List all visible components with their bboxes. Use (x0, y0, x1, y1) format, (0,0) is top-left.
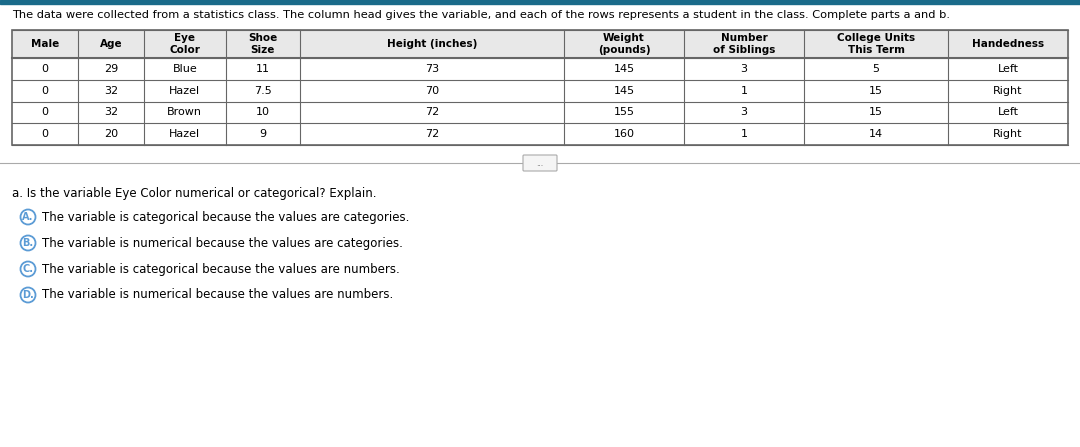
Text: 32: 32 (104, 107, 118, 118)
Text: 15: 15 (869, 107, 883, 118)
Bar (12, 30, 1068, 58)
Text: 14: 14 (869, 129, 883, 139)
Text: College Units
This Term: College Units This Term (837, 33, 915, 55)
Text: 70: 70 (424, 86, 440, 96)
Text: The variable is numerical because the values are categories.: The variable is numerical because the va… (41, 236, 403, 249)
Text: 160: 160 (613, 129, 635, 139)
Text: Shoe
Size: Shoe Size (248, 33, 278, 55)
Bar (0, 0, 1080, 4)
Text: D.: D. (22, 290, 33, 300)
Text: 72: 72 (424, 129, 440, 139)
Text: 32: 32 (104, 86, 118, 96)
Text: The data were collected from a statistics class. The column head gives the varia: The data were collected from a statistic… (12, 10, 950, 20)
Text: 155: 155 (613, 107, 635, 118)
Text: 72: 72 (424, 107, 440, 118)
Text: Number
of Siblings: Number of Siblings (713, 33, 775, 55)
Text: Eye
Color: Eye Color (170, 33, 200, 55)
Text: Hazel: Hazel (170, 129, 201, 139)
Text: 11: 11 (256, 64, 270, 74)
Text: The variable is numerical because the values are numbers.: The variable is numerical because the va… (41, 288, 393, 301)
Text: 1: 1 (741, 86, 747, 96)
Text: Blue: Blue (173, 64, 198, 74)
Text: Left: Left (998, 64, 1018, 74)
Text: Left: Left (998, 107, 1018, 118)
Text: Brown: Brown (167, 107, 202, 118)
Text: ...: ... (537, 159, 543, 168)
Text: 3: 3 (741, 64, 747, 74)
Text: The variable is categorical because the values are numbers.: The variable is categorical because the … (41, 262, 400, 275)
Text: 5: 5 (873, 64, 879, 74)
Text: 73: 73 (424, 64, 440, 74)
Text: 3: 3 (741, 107, 747, 118)
Bar (12, 30, 1068, 145)
Text: 29: 29 (104, 64, 118, 74)
Text: 20: 20 (104, 129, 118, 139)
Text: 0: 0 (41, 107, 49, 118)
Text: Right: Right (994, 129, 1023, 139)
Text: A.: A. (23, 212, 33, 222)
Text: 145: 145 (613, 64, 635, 74)
Text: 1: 1 (741, 129, 747, 139)
Text: 145: 145 (613, 86, 635, 96)
Text: 7.5: 7.5 (254, 86, 272, 96)
Text: 9: 9 (259, 129, 267, 139)
Text: Height (inches): Height (inches) (387, 39, 477, 49)
Text: Right: Right (994, 86, 1023, 96)
Text: 0: 0 (41, 129, 49, 139)
Text: The variable is categorical because the values are categories.: The variable is categorical because the … (41, 211, 409, 224)
Text: 0: 0 (41, 86, 49, 96)
Text: Male: Male (31, 39, 59, 49)
Text: Hazel: Hazel (170, 86, 201, 96)
FancyBboxPatch shape (523, 155, 557, 171)
Text: Age: Age (99, 39, 122, 49)
Text: Weight
(pounds): Weight (pounds) (597, 33, 650, 55)
Text: Handedness: Handedness (972, 39, 1044, 49)
Text: B.: B. (23, 238, 33, 248)
Text: 15: 15 (869, 86, 883, 96)
Text: 0: 0 (41, 64, 49, 74)
Text: C.: C. (23, 264, 33, 274)
Text: a. Is the variable Eye Color numerical or categorical? Explain.: a. Is the variable Eye Color numerical o… (12, 187, 377, 200)
Text: 10: 10 (256, 107, 270, 118)
